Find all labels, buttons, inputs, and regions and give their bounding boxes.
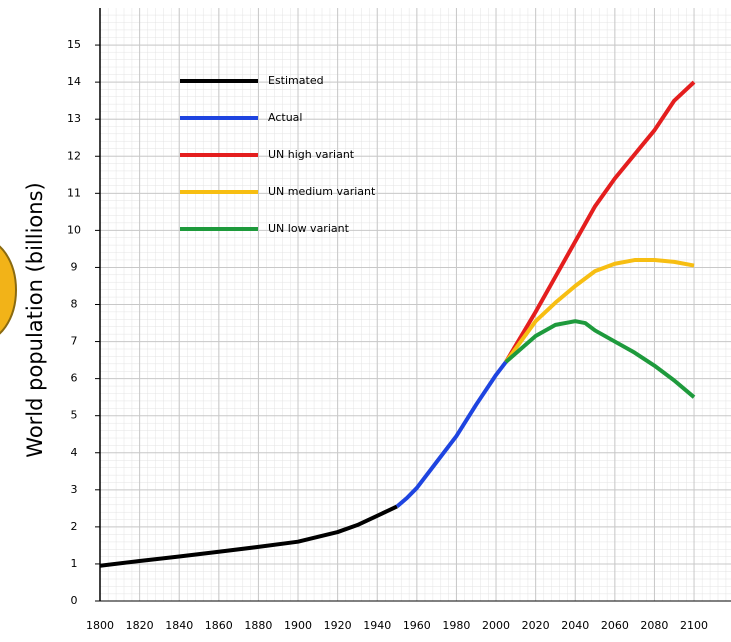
- page: World population (billions) Estimated Act…: [0, 0, 731, 642]
- y-axis-label: World population (billions): [23, 182, 47, 457]
- x-tick-label: 1820: [126, 619, 154, 632]
- y-tick-label: 12: [67, 149, 81, 162]
- x-tick-label: 1860: [205, 619, 233, 632]
- x-tick-label: 1800: [86, 619, 114, 632]
- x-tick-label: 1840: [165, 619, 193, 632]
- y-tick-label: 11: [67, 186, 81, 199]
- x-tick-label: 1980: [442, 619, 470, 632]
- y-tick-label: 2: [71, 520, 78, 533]
- y-tick-label: 8: [71, 298, 78, 311]
- x-tick-label: 1960: [403, 619, 431, 632]
- legend-label: UN medium variant: [268, 185, 376, 198]
- legend-label: Actual: [268, 111, 302, 124]
- y-tick-label: 5: [71, 409, 78, 422]
- y-tick-label: 15: [67, 38, 81, 51]
- x-tick-label: 1880: [244, 619, 272, 632]
- x-tick-label: 2080: [640, 619, 668, 632]
- x-tick-label: 2100: [680, 619, 708, 632]
- x-tick-label: 2020: [522, 619, 550, 632]
- x-tick-label: 1920: [324, 619, 352, 632]
- x-tick-label: 2040: [561, 619, 589, 632]
- y-tick-label: 10: [67, 223, 81, 236]
- x-tick-label: 2000: [482, 619, 510, 632]
- legend-label: UN low variant: [268, 222, 350, 235]
- y-tick-label: 4: [71, 446, 78, 459]
- chart: World population (billions) Estimated Act…: [0, 0, 731, 638]
- y-tick-label: 7: [71, 335, 78, 348]
- x-tick-label: 1900: [284, 619, 312, 632]
- y-tick-label: 1: [71, 557, 78, 570]
- y-tick-label: 14: [67, 75, 81, 88]
- y-tick-label: 9: [71, 260, 78, 273]
- y-tick-label: 6: [71, 372, 78, 385]
- y-tick-label: 13: [67, 112, 81, 125]
- y-tick-label: 3: [71, 483, 78, 496]
- legend-label: Estimated: [268, 74, 324, 87]
- decoration: [0, 238, 16, 342]
- x-tick-label: 2060: [601, 619, 629, 632]
- x-tick-label: 1940: [363, 619, 391, 632]
- y-tick-label: 0: [71, 594, 78, 607]
- legend-label: UN high variant: [268, 148, 355, 161]
